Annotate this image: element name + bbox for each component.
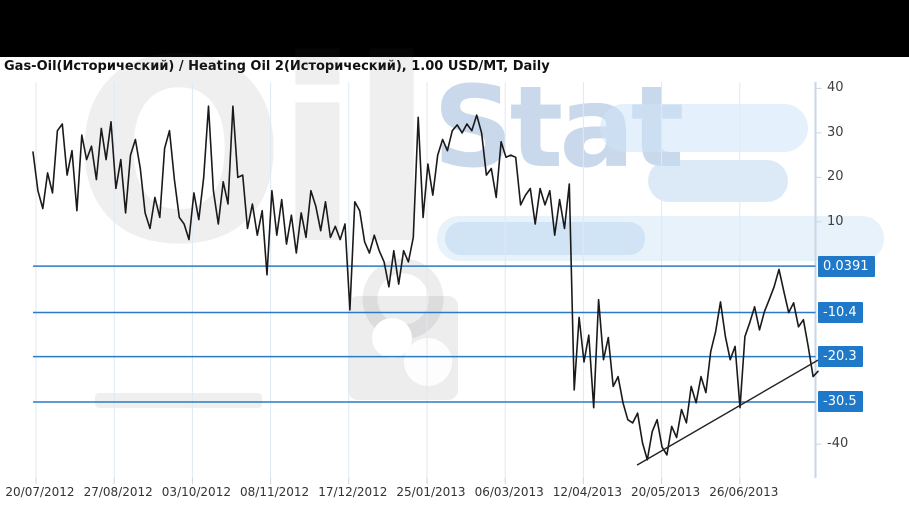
y-tick-label: 40 [827, 80, 844, 96]
x-axis-label: 06/03/2013 [474, 485, 544, 499]
x-axis-label: 26/06/2013 [709, 485, 779, 499]
price-level-badge[interactable]: 0.0391 [818, 255, 875, 277]
padlock-icon [348, 258, 458, 400]
y-tick-label: 10 [827, 213, 844, 229]
top-black-bar [0, 0, 909, 57]
y-tick-label: -40 [827, 436, 849, 452]
trend-line[interactable] [636, 359, 819, 466]
x-axis-label: 12/04/2013 [552, 485, 622, 499]
x-axis-label: 27/08/2012 [83, 485, 153, 499]
chart-title: Gas-Oil(Исторический) / Heating Oil 2(Ис… [4, 59, 550, 74]
x-axis-label: 20/05/2013 [631, 485, 701, 499]
x-axis-label: 03/10/2012 [161, 485, 231, 499]
y-tick-label: 30 [827, 124, 844, 140]
x-axis-label: 25/01/2013 [396, 485, 466, 499]
x-axis-label: 20/07/2012 [5, 485, 75, 499]
x-axis-label: 17/12/2012 [318, 485, 388, 499]
price-line-series [32, 105, 819, 461]
x-axis-label: 08/11/2012 [240, 485, 310, 499]
y-tick-label: 20 [827, 169, 844, 185]
price-level-badge[interactable]: -30.5 [818, 391, 863, 413]
price-level-badge[interactable]: -10.4 [818, 302, 863, 324]
price-level-badge[interactable]: -20.3 [818, 346, 863, 368]
